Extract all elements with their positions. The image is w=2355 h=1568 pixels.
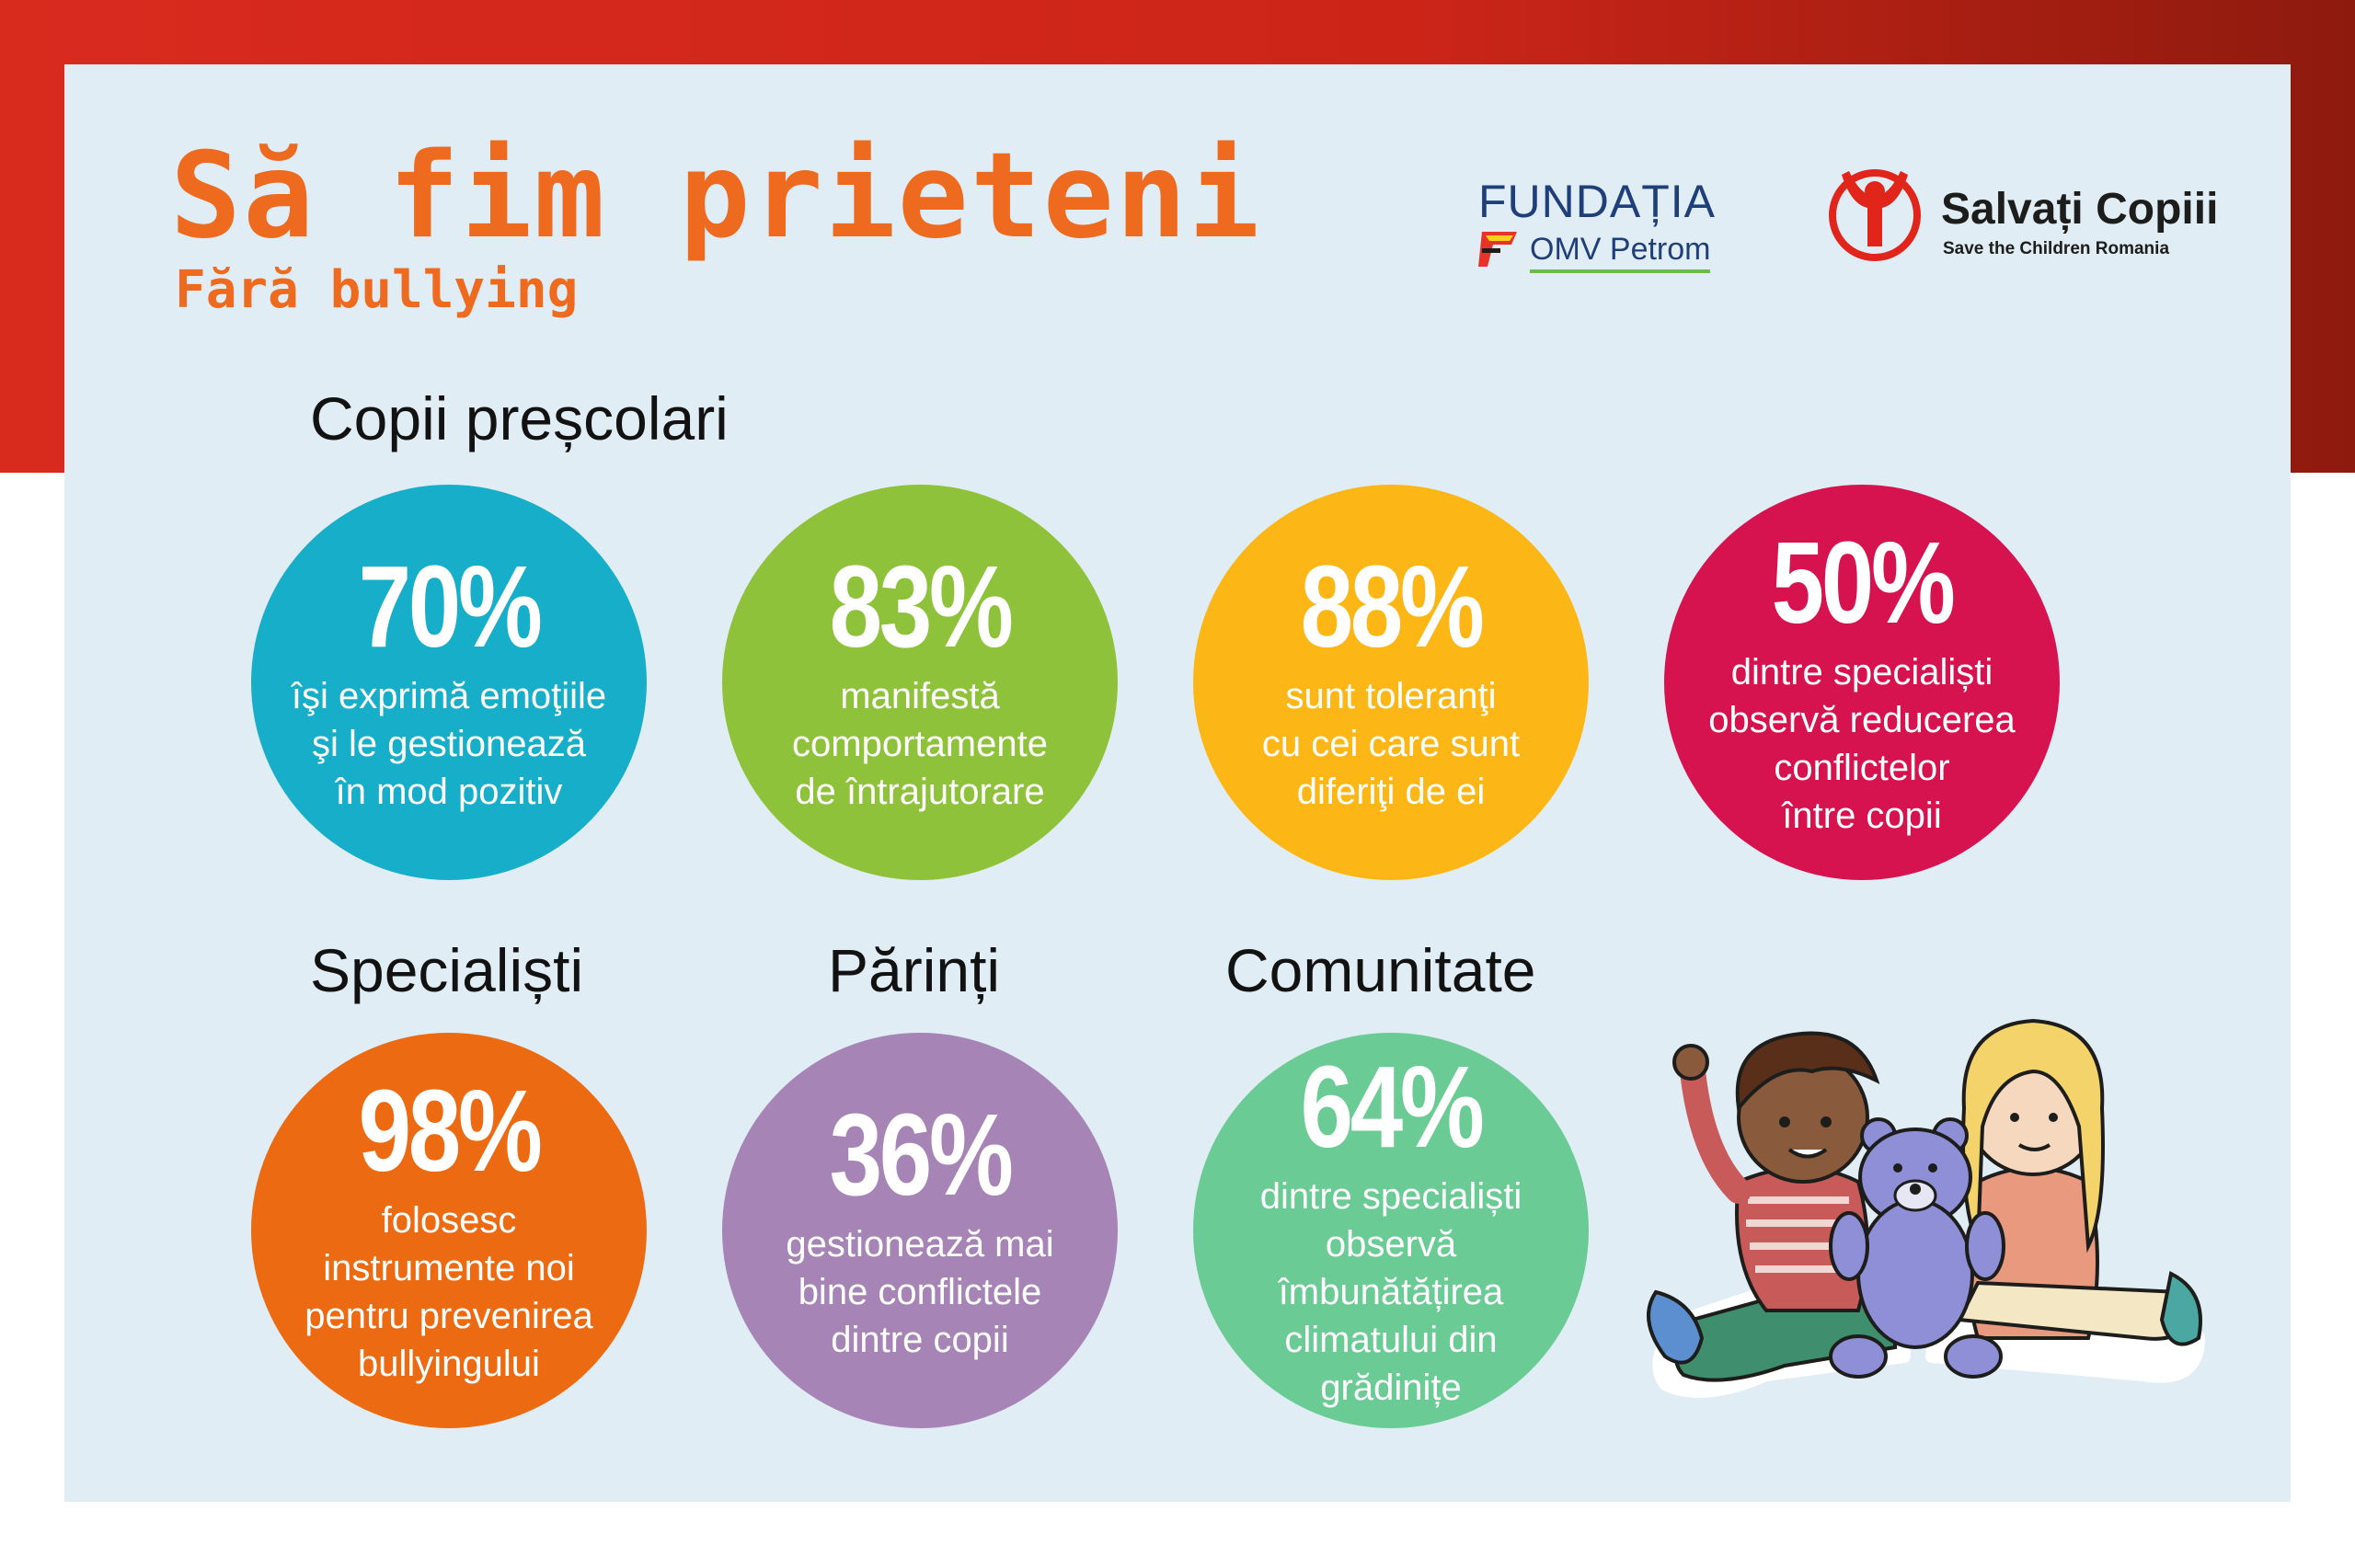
section-comunitate: Comunitate xyxy=(1225,936,1536,1004)
fundatia-omv-petrom-logo: FUNDAȚIA OMV Petrom xyxy=(1476,175,1725,276)
section-specialisti: Specialiști xyxy=(310,936,584,1004)
stat-value: 70% xyxy=(358,542,543,671)
omv-petrom-word: OMV Petrom xyxy=(1530,232,1711,273)
stat-value: 88% xyxy=(1300,542,1485,671)
save-the-children-emblem-icon xyxy=(1829,169,1921,261)
children-with-teddy-bear-illustration-icon xyxy=(1647,1018,2205,1398)
stat-description: dintre specialiști observă reducerea con… xyxy=(1708,652,2016,836)
omv-petrom-mark-icon xyxy=(1478,232,1517,267)
stat-circle: 98% folosesc instrumente noi pentru prev… xyxy=(251,1033,647,1428)
page-title: Să fim prieteni xyxy=(170,128,1261,265)
stat-description: îşi exprimă emoţiile şi le gestionează î… xyxy=(291,676,607,812)
stat-circle: 36% gestionează mai bine conflictele din… xyxy=(722,1033,1118,1428)
stat-circle: 83% manifestă comportamente de întrajuto… xyxy=(722,485,1118,880)
stat-circle: 70% îşi exprimă emoţiile şi le gestionea… xyxy=(251,485,647,880)
stat-description: dintre specialiști observă îmbunătățirea… xyxy=(1259,1176,1522,1408)
section-copii-prescolari: Copii preșcolari xyxy=(310,384,729,452)
stat-value: 83% xyxy=(829,542,1014,671)
stat-circle: 50% dintre specialiști observă reducerea… xyxy=(1664,485,2060,880)
stat-description: manifestă comportamente de întrajutorare xyxy=(792,676,1048,812)
salvati-copiii-name: Salvați Copiii xyxy=(1941,185,2219,234)
salvati-copiii-tagline: Save the Children Romania xyxy=(1943,239,2170,258)
section-parinti: Părinți xyxy=(828,936,1001,1004)
stat-description: sunt toleranţi cu cei care sunt diferiţi… xyxy=(1261,676,1521,812)
salvati-copiii-logo: Salvați Copiii Save the Children Romania xyxy=(1829,164,2219,265)
stat-circle: 88% sunt toleranţi cu cei care sunt dife… xyxy=(1193,485,1589,880)
stat-value: 98% xyxy=(358,1066,543,1196)
stat-value: 50% xyxy=(1771,518,1956,647)
stat-circle: 64% dintre specialiști observă îmbunătăț… xyxy=(1193,1033,1589,1428)
stat-description: gestionează mai bine conflictele dintre … xyxy=(786,1224,1054,1360)
stat-value: 64% xyxy=(1300,1042,1485,1172)
fundatia-word: FUNDAȚIA xyxy=(1478,176,1716,227)
page-subtitle: Fără bullying xyxy=(175,260,579,320)
stat-value: 36% xyxy=(829,1090,1014,1219)
stat-description: folosesc instrumente noi pentru prevenir… xyxy=(304,1200,593,1384)
